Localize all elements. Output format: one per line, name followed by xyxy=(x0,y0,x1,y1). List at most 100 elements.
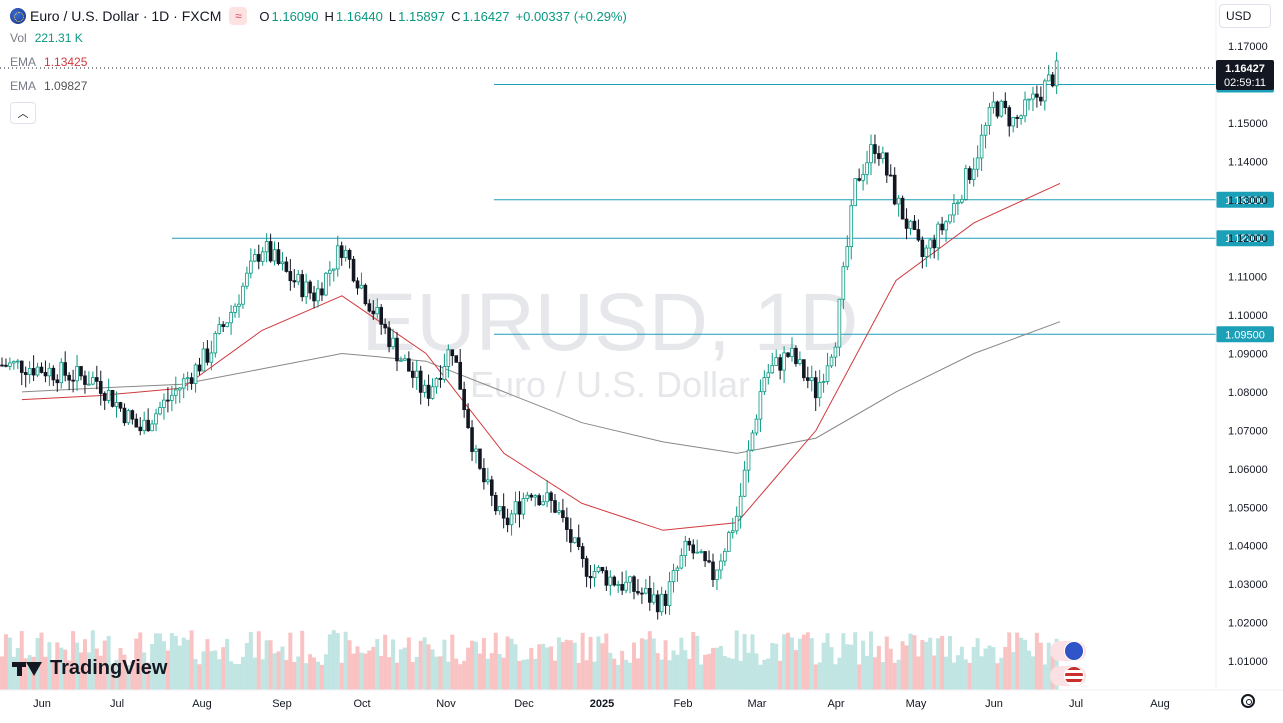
volume-bar-11 xyxy=(43,656,48,690)
volume-bar-133 xyxy=(525,659,530,690)
candle-body-12 xyxy=(47,367,52,377)
symbol-title[interactable]: Euro / U.S. Dollar · 1D · FXCM xyxy=(30,8,222,24)
volume-bar-75 xyxy=(296,656,301,690)
candle-body-249 xyxy=(983,124,988,136)
volume-bar-206 xyxy=(813,664,818,690)
price-label-value: 1.16427 xyxy=(1225,63,1265,75)
volume-bar-208 xyxy=(821,642,826,690)
candle-body-193 xyxy=(762,377,767,393)
volume-bar-192 xyxy=(758,664,763,690)
candle-body-116 xyxy=(458,361,462,390)
volume-bar-239 xyxy=(944,656,949,690)
price-axis[interactable]: 1.170001.160001.150001.140001.130001.120… xyxy=(1228,41,1268,668)
candle-body-172 xyxy=(679,555,684,569)
volume-bar-39 xyxy=(154,633,159,690)
candle-body-37 xyxy=(146,419,150,432)
eu-flag-button[interactable] xyxy=(1050,641,1086,661)
tradingview-mark-icon xyxy=(12,660,44,678)
candle-body-140 xyxy=(553,500,557,513)
time-tick-7: 2025 xyxy=(590,698,614,710)
volume-bar-60 xyxy=(237,663,241,690)
volume-bar-186 xyxy=(734,630,739,690)
tradingview-logo[interactable]: TradingView xyxy=(12,657,167,680)
volume-bar-182 xyxy=(718,645,723,690)
candle-body-100 xyxy=(395,337,399,362)
candle-body-78 xyxy=(308,281,312,294)
ema-fast-label: EMA xyxy=(10,55,37,69)
volume-bar-55 xyxy=(217,659,222,690)
candle-body-169 xyxy=(667,581,672,606)
volume-bar-112 xyxy=(442,639,447,690)
ema-fast-legend[interactable]: EMA 1.13425 xyxy=(10,50,627,74)
volume-bar-162 xyxy=(639,638,644,690)
candle-body-2 xyxy=(8,362,12,367)
candle-body-42 xyxy=(166,399,170,402)
volume-bar-222 xyxy=(876,645,881,690)
volume-bar-91 xyxy=(359,652,364,690)
ema-slow-legend[interactable]: EMA 1.09827 xyxy=(10,74,627,98)
price-tick-6: 1.11000 xyxy=(1228,272,1267,284)
volume-bar-211 xyxy=(833,664,838,690)
candle-body-122 xyxy=(482,468,486,483)
candle-body-203 xyxy=(802,359,806,379)
candle-body-94 xyxy=(371,310,376,315)
candle-body-52 xyxy=(205,348,210,363)
volume-legend[interactable]: Vol 221.31 K xyxy=(10,26,627,50)
volume-bar-253 xyxy=(999,657,1004,690)
volume-bar-37 xyxy=(146,662,151,690)
volume-bar-22 xyxy=(86,652,91,690)
candle-body-250 xyxy=(987,106,992,126)
candle-body-17 xyxy=(67,374,71,381)
candle-body-14 xyxy=(55,379,60,384)
volume-bar-126 xyxy=(497,653,502,690)
eu-flag-icon xyxy=(1064,641,1084,661)
candle-body-149 xyxy=(588,575,593,579)
volume-bar-237 xyxy=(936,638,941,690)
candle-body-267 xyxy=(1054,60,1059,87)
candle-body-25 xyxy=(98,380,103,394)
symbol-row[interactable]: Euro / U.S. Dollar · 1D · FXCM ≈ O 1.1609… xyxy=(10,6,627,26)
price-tick-2: 1.15000 xyxy=(1228,118,1268,130)
volume-bar-102 xyxy=(402,647,407,690)
volume-bar-70 xyxy=(276,651,281,690)
level-label-bg-3 xyxy=(1216,326,1274,343)
price-tick-3: 1.14000 xyxy=(1228,156,1268,168)
volume-bar-163 xyxy=(643,639,648,690)
volume-bar-176 xyxy=(695,635,700,690)
candle-body-22 xyxy=(87,383,91,386)
waves-icon[interactable]: ≈ xyxy=(229,7,248,25)
volume-bar-12 xyxy=(47,642,52,690)
gear-icon[interactable] xyxy=(1241,694,1255,708)
volume-bar-76 xyxy=(300,630,305,690)
volume-bar-141 xyxy=(556,637,561,690)
volume-bar-110 xyxy=(434,656,439,690)
volume-bar-127 xyxy=(501,657,506,690)
volume-bar-16 xyxy=(63,649,68,690)
candle-body-254 xyxy=(1003,100,1008,109)
candle-body-131 xyxy=(517,501,522,515)
candle-body-60 xyxy=(237,303,241,307)
currency-button[interactable]: USD xyxy=(1219,4,1271,28)
us-flag-button[interactable] xyxy=(1050,666,1086,686)
price-tick-11: 1.06000 xyxy=(1228,464,1268,476)
volume-bar-265 xyxy=(1046,642,1051,690)
candle-body-129 xyxy=(509,513,514,526)
candle-body-208 xyxy=(821,381,826,383)
volume-bar-154 xyxy=(608,652,613,690)
volume-bar-99 xyxy=(391,639,396,690)
candle-body-134 xyxy=(529,494,534,498)
candle-body-50 xyxy=(197,364,202,372)
volume-bar-30 xyxy=(118,647,123,690)
volume-bar-226 xyxy=(892,662,897,690)
candle-body-152 xyxy=(600,566,605,572)
collapse-legend-button[interactable]: ︿ xyxy=(10,102,36,124)
time-axis[interactable]: Jun Jul Aug Sep Oct Nov Dec 2025 Feb Mar Apr May Jun… xyxy=(33,698,1170,710)
volume-bar-38 xyxy=(150,643,155,690)
volume-bar-209 xyxy=(825,633,830,690)
candle-body-259 xyxy=(1023,99,1027,117)
volume-bar-196 xyxy=(774,643,779,690)
volume-bar-187 xyxy=(738,660,743,690)
volume-bar-246 xyxy=(971,647,976,690)
